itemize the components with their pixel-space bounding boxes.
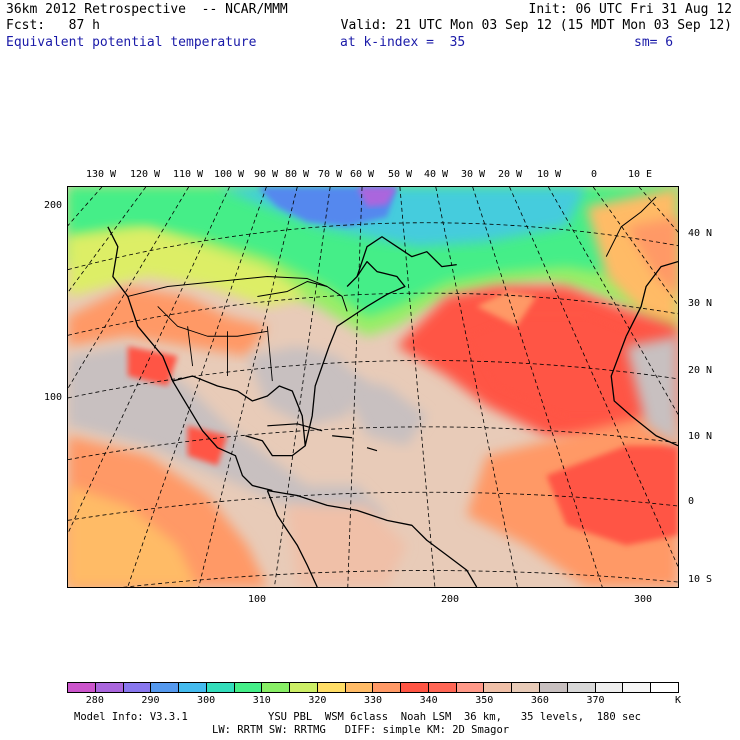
longitude-label: 0 xyxy=(590,169,598,180)
latitude-label: 10 S xyxy=(688,574,713,585)
map-canvas xyxy=(68,187,678,587)
grid-y-label: 100 xyxy=(43,392,62,403)
longitude-label: 50 W xyxy=(387,169,413,180)
color-scale-tick: 290 xyxy=(141,695,160,706)
color-swatch xyxy=(428,683,457,692)
longitude-label: 60 W xyxy=(349,169,375,180)
header-valid-time: Valid: 21 UTC Mon 03 Sep 12 (15 MDT Mon … xyxy=(340,18,732,33)
longitude-label: 70 W xyxy=(317,169,343,180)
longitude-label: 40 W xyxy=(423,169,449,180)
color-swatch xyxy=(234,683,263,692)
color-scale-unit: K xyxy=(675,695,682,706)
lat-lon-grid xyxy=(68,187,678,587)
color-swatch xyxy=(123,683,152,692)
field-name: Equivalent potential temperature xyxy=(6,35,257,50)
footer-radiation: LW: RRTM SW: RRTMG DIFF: simple KM: 2D S… xyxy=(212,724,510,736)
latitude-label: 30 N xyxy=(688,298,713,309)
latitude-label: 10 N xyxy=(688,431,713,442)
color-swatch xyxy=(95,683,124,692)
color-swatch xyxy=(68,683,96,692)
longitude-label: 30 W xyxy=(460,169,486,180)
color-scale-tick: 330 xyxy=(363,695,383,706)
color-swatch xyxy=(512,683,541,692)
longitude-label: 110 W xyxy=(172,169,204,180)
color-swatch xyxy=(484,683,513,692)
longitude-label: 10 E xyxy=(627,169,653,180)
coastlines xyxy=(107,196,678,587)
color-swatch xyxy=(206,683,235,692)
grid-x-label: 300 xyxy=(633,594,653,605)
map-panel xyxy=(67,186,679,588)
color-scale-tick: 350 xyxy=(475,695,494,706)
grid-x-label: 100 xyxy=(247,594,267,605)
longitude-label: 130 W xyxy=(85,169,117,180)
header-init-time: Init: 06 UTC Fri 31 Aug 12 xyxy=(528,2,733,17)
header-title: 36km 2012 Retrospective -- NCAR/MMM xyxy=(6,2,288,17)
color-scale-tick: 280 xyxy=(85,695,104,706)
color-swatch xyxy=(179,683,207,692)
color-swatch xyxy=(317,683,346,692)
color-scale-tick: 340 xyxy=(419,695,438,706)
color-swatch xyxy=(456,683,485,692)
color-swatch xyxy=(262,683,291,692)
footer-model-info: Model Info: V3.3.1 xyxy=(74,711,188,723)
longitude-label: 100 W xyxy=(213,169,245,180)
theta-e-field xyxy=(68,187,678,587)
longitude-label: 80 W xyxy=(284,169,310,180)
color-swatch xyxy=(595,683,624,692)
color-scale-tick: 360 xyxy=(530,695,549,706)
header-forecast-hour: Fcst: 87 h xyxy=(6,18,100,33)
color-swatch xyxy=(373,683,402,692)
field-smoothing: sm= 6 xyxy=(634,35,674,50)
latitude-label: 0 xyxy=(688,496,695,507)
grid-x-label: 200 xyxy=(440,594,460,605)
color-swatch xyxy=(651,683,678,692)
latitude-label: 40 N xyxy=(688,228,713,239)
latitude-label: 20 N xyxy=(688,365,713,376)
color-scale-tick: 310 xyxy=(252,695,271,706)
color-scale-bar xyxy=(67,682,679,693)
color-scale-tick: 370 xyxy=(586,695,605,706)
color-swatch xyxy=(345,683,374,692)
color-scale-tick: 320 xyxy=(308,695,327,706)
color-swatch xyxy=(623,683,652,692)
longitude-label: 20 W xyxy=(497,169,523,180)
color-swatch xyxy=(151,683,180,692)
grid-y-label: 200 xyxy=(43,200,62,211)
field-level: at k-index = 35 xyxy=(340,35,466,50)
longitude-label: 120 W xyxy=(129,169,161,180)
longitude-label: 10 W xyxy=(536,169,562,180)
color-swatch xyxy=(401,683,429,692)
footer-physics: YSU PBL WSM 6class Noah LSM 36 km, 35 le… xyxy=(268,711,641,723)
color-scale-tick: 300 xyxy=(197,695,216,706)
color-swatch xyxy=(567,683,596,692)
color-swatch xyxy=(540,683,568,692)
longitude-label: 90 W xyxy=(253,169,279,180)
color-swatch xyxy=(290,683,318,692)
